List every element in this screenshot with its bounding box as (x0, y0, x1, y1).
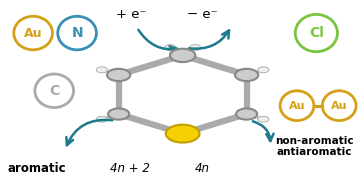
Circle shape (170, 49, 195, 62)
Circle shape (258, 116, 269, 122)
Text: 4n: 4n (194, 163, 210, 176)
Circle shape (166, 125, 199, 143)
Circle shape (107, 69, 130, 81)
Text: aromatic: aromatic (7, 163, 66, 176)
Text: − e⁻: − e⁻ (187, 8, 217, 21)
Text: Cl: Cl (309, 26, 324, 40)
Text: C: C (49, 84, 59, 98)
Circle shape (96, 116, 107, 122)
Text: non-aromatic
antiaromatic: non-aromatic antiaromatic (275, 136, 354, 157)
Text: Au: Au (331, 101, 348, 111)
Circle shape (165, 45, 176, 50)
Circle shape (258, 67, 269, 73)
Text: + e⁻: + e⁻ (116, 8, 147, 21)
Text: Au: Au (24, 26, 42, 40)
Text: Au: Au (289, 101, 305, 111)
Circle shape (96, 67, 107, 73)
Text: N: N (71, 26, 83, 40)
Circle shape (236, 108, 257, 120)
Circle shape (235, 69, 258, 81)
Text: 4n + 2: 4n + 2 (110, 163, 150, 176)
Circle shape (189, 45, 201, 50)
Circle shape (108, 108, 129, 120)
